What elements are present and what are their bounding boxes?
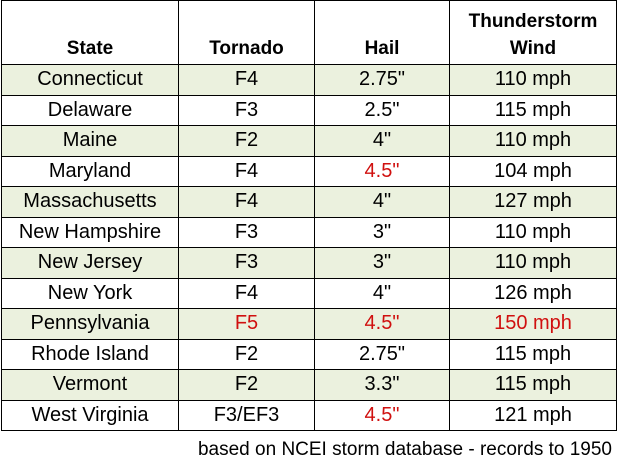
tornado-cell: F2 [178,369,315,401]
tornado-cell: F4 [178,186,315,218]
wind-cell: 110 mph [449,247,617,279]
header-hail: Hail [314,0,450,65]
state-cell: New Jersey [1,247,179,279]
hail-cell: 4.5" [314,399,450,431]
state-cell: Delaware [1,94,179,126]
wind-cell: 150 mph [449,308,617,340]
hail-cell: 4.5" [314,155,450,187]
header-thunderstorm-wind: Thunderstorm Wind [449,0,617,65]
table-row: New Jersey F3 3" 110 mph [1,247,617,279]
wind-cell: 121 mph [449,399,617,431]
header-tornado: Tornado [178,0,315,65]
state-cell: Connecticut [1,64,179,96]
hail-cell: 2.75" [314,64,450,96]
table-row: West Virginia F3/EF3 4.5" 121 mph [1,399,617,431]
table-row: Rhode Island F2 2.75" 115 mph [1,338,617,370]
table-row: Massachusetts F4 4" 127 mph [1,186,617,218]
hail-cell: 4" [314,277,450,309]
header-wind-line2: Wind [509,38,557,59]
table-body: Connecticut F4 2.75" 110 mph Delaware F3 2.5" 1… [1,64,617,431]
table-row: Connecticut F4 2.75" 110 mph [1,64,617,96]
tornado-cell: F3/EF3 [178,399,315,431]
table-row: New York F4 4" 126 mph [1,277,617,309]
wind-cell: 110 mph [449,216,617,248]
state-cell: Rhode Island [1,338,179,370]
tornado-cell: F3 [178,94,315,126]
footnote: based on NCEI storm database - records t… [197,439,612,460]
state-cell: New York [1,277,179,309]
tornado-cell: F3 [178,216,315,248]
state-cell: Pennsylvania [1,308,179,340]
hail-cell: 2.5" [314,94,450,126]
wind-cell: 104 mph [449,155,617,187]
tornado-cell: F3 [178,247,315,279]
tornado-cell: F2 [178,338,315,370]
hail-cell: 2.75" [314,338,450,370]
table-row: New Hampshire F3 3" 110 mph [1,216,617,248]
wind-cell: 115 mph [449,94,617,126]
wind-cell: 115 mph [449,369,617,401]
hail-cell: 4" [314,186,450,218]
tornado-cell: F4 [178,155,315,187]
table-row: Maryland F4 4.5" 104 mph [1,155,617,187]
wind-cell: 127 mph [449,186,617,218]
wind-cell: 110 mph [449,125,617,157]
state-cell: Vermont [1,369,179,401]
state-cell: New Hampshire [1,216,179,248]
wind-cell: 115 mph [449,338,617,370]
header-state: State [1,0,179,65]
hail-cell: 4.5" [314,308,450,340]
tornado-cell: F2 [178,125,315,157]
table-row: Delaware F3 2.5" 115 mph [1,94,617,126]
storm-records-table: State Tornado Hail Thunderstorm Wind Con… [1,0,617,431]
table-row: Maine F2 4" 110 mph [1,125,617,157]
wind-cell: 126 mph [449,277,617,309]
state-cell: Maine [1,125,179,157]
hail-cell: 4" [314,125,450,157]
state-cell: West Virginia [1,399,179,431]
hail-cell: 3" [314,216,450,248]
table-row: Pennsylvania F5 4.5" 150 mph [1,308,617,340]
tornado-cell: F4 [178,64,315,96]
header-row: State Tornado Hail Thunderstorm Wind [1,0,617,65]
tornado-cell: F4 [178,277,315,309]
header-wind-line1: Thunderstorm [468,11,598,32]
table-row: Vermont F2 3.3" 115 mph [1,369,617,401]
wind-cell: 110 mph [449,64,617,96]
state-cell: Massachusetts [1,186,179,218]
hail-cell: 3.3" [314,369,450,401]
hail-cell: 3" [314,247,450,279]
tornado-cell: F5 [178,308,315,340]
state-cell: Maryland [1,155,179,187]
